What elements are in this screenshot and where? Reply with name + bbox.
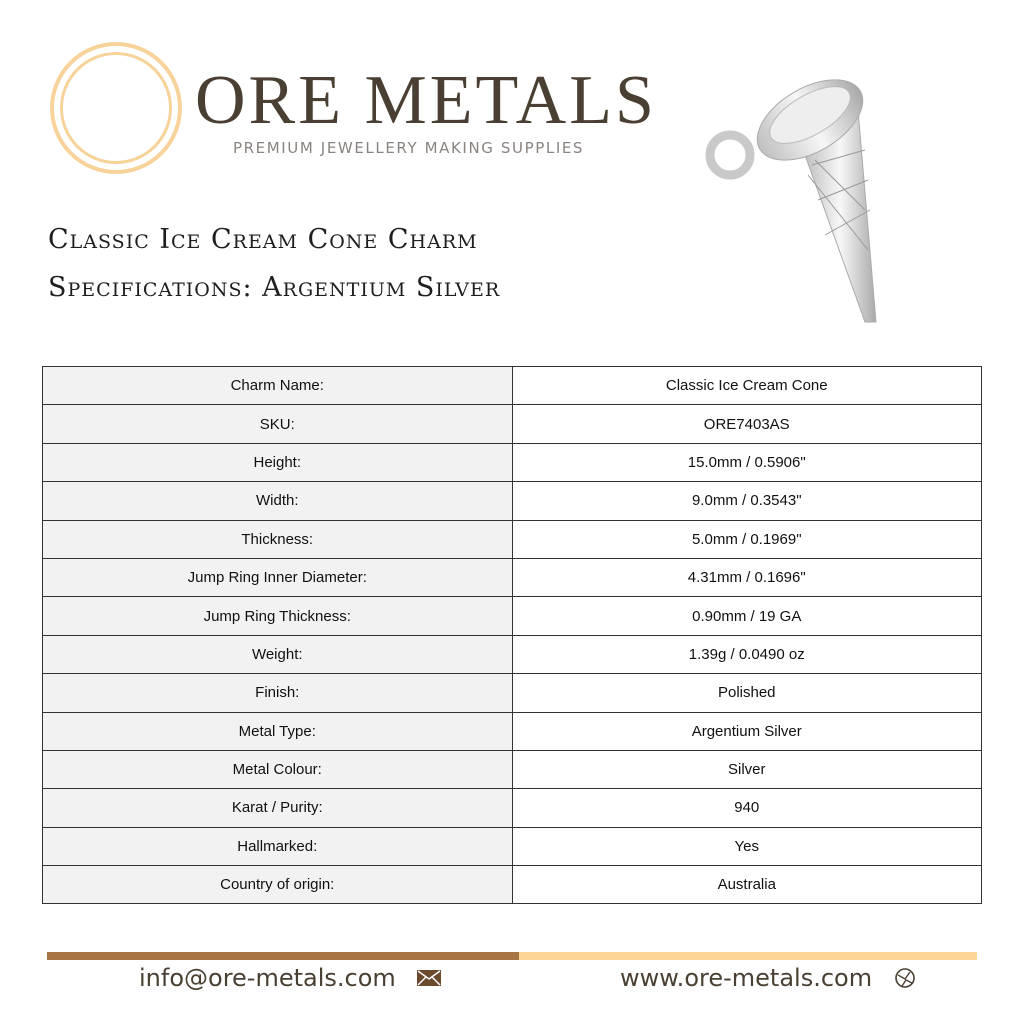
footer-website[interactable]: www.ore-metals.com xyxy=(620,964,916,992)
spec-label: Jump Ring Thickness: xyxy=(42,596,513,636)
table-row: Hallmarked: Yes xyxy=(42,826,982,867)
specifications-table: Charm Name: Classic Ice Cream Cone SKU: ORE… xyxy=(42,365,982,905)
specifications-title: Specifications: Argentium Silver xyxy=(48,272,501,303)
footer-bar-brown xyxy=(47,952,519,960)
spec-value: Yes xyxy=(511,826,982,867)
footer-email[interactable]: info@ore-metals.com xyxy=(139,964,442,992)
table-row: Weight: 1.39g / 0.0490 oz xyxy=(42,634,982,675)
spec-label: Width: xyxy=(42,481,513,521)
spec-value: 15.0mm / 0.5906" xyxy=(511,442,982,483)
spec-label: Country of origin: xyxy=(42,865,513,905)
spec-label: Metal Colour: xyxy=(42,749,513,790)
email-link[interactable]: info@ore-metals.com xyxy=(139,964,396,992)
spec-label: Weight: xyxy=(42,634,513,675)
website-link[interactable]: www.ore-metals.com xyxy=(620,964,873,992)
spec-value: 5.0mm / 0.1969" xyxy=(511,519,982,559)
table-row: Karat / Purity: 940 xyxy=(42,788,982,828)
spec-value: 0.90mm / 19 GA xyxy=(511,596,982,636)
table-row: Finish: Polished xyxy=(42,673,982,713)
table-row: Height: 15.0mm / 0.5906" xyxy=(42,442,982,483)
table-row: Jump Ring Inner Diameter: 4.31mm / 0.1696… xyxy=(42,557,982,598)
spec-value: 9.0mm / 0.3543" xyxy=(511,481,982,521)
table-row: Charm Name: Classic Ice Cream Cone xyxy=(42,365,982,406)
spec-label: Thickness: xyxy=(42,519,513,559)
spec-label: Finish: xyxy=(42,673,513,713)
spec-label: SKU: xyxy=(42,404,513,444)
spec-label: Charm Name: xyxy=(42,365,513,406)
brand-name: ORE METALS xyxy=(195,62,657,139)
globe-icon xyxy=(894,968,915,988)
table-row: Metal Type: Argentium Silver xyxy=(42,711,982,751)
table-row: Country of origin: Australia xyxy=(42,865,982,905)
spec-value: Argentium Silver xyxy=(511,711,982,751)
table-row: SKU: ORE7403AS xyxy=(42,404,982,444)
table-row: Metal Colour: Silver xyxy=(42,749,982,790)
spec-value: 940 xyxy=(511,788,982,828)
table-row: Width: 9.0mm / 0.3543" xyxy=(42,481,982,521)
spec-label: Hallmarked: xyxy=(42,826,513,867)
spec-label: Karat / Purity: xyxy=(42,788,513,828)
table-row: Thickness: 5.0mm / 0.1969" xyxy=(42,519,982,559)
spec-value: 1.39g / 0.0490 oz xyxy=(511,634,982,675)
spec-value: 4.31mm / 0.1696" xyxy=(511,557,982,598)
envelope-icon xyxy=(417,970,442,986)
brand-tagline: PREMIUM JEWELLERY MAKING SUPPLIES xyxy=(233,139,585,157)
spec-label: Height: xyxy=(42,442,513,483)
spec-value: Polished xyxy=(511,673,982,713)
spec-label: Metal Type: xyxy=(42,711,513,751)
logo-inner-ring-icon xyxy=(60,52,172,164)
spec-value: Silver xyxy=(511,749,982,790)
footer-bar-gold xyxy=(519,952,977,960)
spec-value: ORE7403AS xyxy=(511,404,982,444)
product-image xyxy=(705,79,877,323)
logo-ring-icon xyxy=(50,42,182,174)
table-row: Jump Ring Thickness: 0.90mm / 19 GA xyxy=(42,596,982,636)
spec-value: Australia xyxy=(511,865,982,905)
product-title: Classic Ice Cream Cone Charm xyxy=(48,224,478,255)
spec-value: Classic Ice Cream Cone xyxy=(511,365,982,406)
spec-label: Jump Ring Inner Diameter: xyxy=(42,557,513,598)
